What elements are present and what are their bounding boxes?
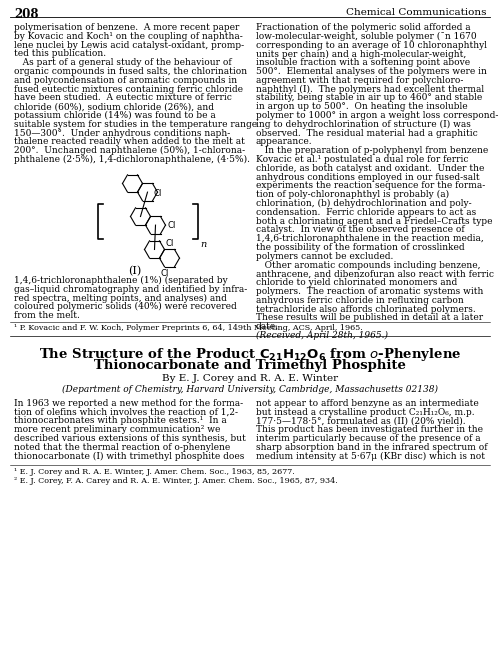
Text: Fractionation of the polymeric solid afforded a: Fractionation of the polymeric solid aff…	[256, 23, 470, 32]
Text: In 1963 we reported a new method for the forma-: In 1963 we reported a new method for the…	[14, 399, 243, 408]
Text: 208: 208	[14, 8, 38, 21]
Text: and polycondensation of aromatic compounds in: and polycondensation of aromatic compoun…	[14, 76, 237, 84]
Text: (I): (I)	[128, 266, 141, 276]
Text: ing to dehydrochlorination of structure (I) was: ing to dehydrochlorination of structure …	[256, 120, 471, 129]
Text: chlorination, (b) dehydrochlorination and poly-: chlorination, (b) dehydrochlorination an…	[256, 199, 472, 208]
Text: red spectra, melting points, and analyses) and: red spectra, melting points, and analyse…	[14, 293, 227, 303]
Text: in argon up to 500°.  On heating the insoluble: in argon up to 500°. On heating the inso…	[256, 102, 468, 111]
Text: fused eutectic mixtures containing ferric chloride: fused eutectic mixtures containing ferri…	[14, 84, 243, 94]
Text: lene nuclei by Lewis acid catalyst-oxidant, promp-: lene nuclei by Lewis acid catalyst-oxida…	[14, 41, 244, 50]
Text: chloride to yield chlorinated monomers and: chloride to yield chlorinated monomers a…	[256, 278, 457, 287]
Text: stability, being stable in air up to 460° and stable: stability, being stable in air up to 460…	[256, 94, 482, 102]
Text: agreement with that required for polychloro-: agreement with that required for polychl…	[256, 76, 464, 84]
Text: 200°.  Unchanged naphthalene (50%), 1-chlorona-: 200°. Unchanged naphthalene (50%), 1-chl…	[14, 146, 245, 155]
Text: thalene reacted readily when added to the melt at: thalene reacted readily when added to th…	[14, 138, 245, 147]
Text: Thionocarbonate and Trimethyl Phosphite: Thionocarbonate and Trimethyl Phosphite	[94, 359, 406, 372]
Text: 150—300°.  Under anhydrous conditions naph-: 150—300°. Under anhydrous conditions nap…	[14, 128, 230, 138]
Text: 500°.  Elemental analyses of the polymers were in: 500°. Elemental analyses of the polymers…	[256, 67, 487, 76]
Text: ¹ P. Kovacic and F. W. Koch, Polymer Preprints 6, 64, 149th Meeting, ACS, April,: ¹ P. Kovacic and F. W. Koch, Polymer Pre…	[14, 324, 363, 332]
Text: chloride, as both catalyst and oxidant.  Under the: chloride, as both catalyst and oxidant. …	[256, 164, 484, 173]
Text: but instead a crystalline product C₂₁H₁₂O₆, m.p.: but instead a crystalline product C₂₁H₁₂…	[256, 407, 474, 417]
Text: This product has been investigated further in the: This product has been investigated furth…	[256, 425, 483, 434]
Text: By E. J. Corey and R. A. E. Winter: By E. J. Corey and R. A. E. Winter	[162, 374, 338, 383]
Text: chloride (60%), sodium chloride (26%), and: chloride (60%), sodium chloride (26%), a…	[14, 102, 214, 111]
Text: sharp absorption band in the infrared spectrum of: sharp absorption band in the infrared sp…	[256, 443, 488, 452]
Text: units per chain) and a high-molecular-weight,: units per chain) and a high-molecular-we…	[256, 49, 466, 58]
Text: n: n	[200, 240, 206, 249]
Text: Kovacic et al.¹ postulated a dual role for ferric: Kovacic et al.¹ postulated a dual role f…	[256, 155, 468, 164]
Text: catalyst.  In view of the observed presence of: catalyst. In view of the observed presen…	[256, 225, 464, 234]
Text: have been studied.  A eutectic mixture of ferric: have been studied. A eutectic mixture of…	[14, 94, 232, 102]
Text: corresponding to an average of 10 chloronaphthyl: corresponding to an average of 10 chloro…	[256, 41, 487, 50]
Text: condensation.  Ferric chloride appears to act as: condensation. Ferric chloride appears to…	[256, 208, 476, 217]
Text: more recent preliminary communication² we: more recent preliminary communication² w…	[14, 425, 220, 434]
Text: noted that the thermal reaction of o-phenylene: noted that the thermal reaction of o-phe…	[14, 443, 230, 452]
Text: tion of olefins which involves the reaction of 1,2-: tion of olefins which involves the react…	[14, 407, 238, 417]
Text: ¹ E. J. Corey and R. A. E. Winter, J. Amer. Chem. Soc., 1963, 85, 2677.: ¹ E. J. Corey and R. A. E. Winter, J. Am…	[14, 468, 295, 476]
Text: ² E. J. Corey, F. A. Carey and R. A. E. Winter, J. Amer. Chem. Soc., 1965, 87, 9: ² E. J. Corey, F. A. Carey and R. A. E. …	[14, 477, 338, 485]
Text: In the preparation of p-polyphenyl from benzene: In the preparation of p-polyphenyl from …	[256, 146, 488, 155]
Text: observed.  The residual material had a graphitic: observed. The residual material had a gr…	[256, 128, 478, 138]
Text: the possibility of the formation of crosslinked: the possibility of the formation of cros…	[256, 243, 464, 252]
Text: 1,4,6-trichloronaphthalene (1%) (separated by: 1,4,6-trichloronaphthalene (1%) (separat…	[14, 276, 228, 285]
Text: polymerisation of benzene.  A more recent paper: polymerisation of benzene. A more recent…	[14, 23, 239, 32]
Text: Cl: Cl	[166, 240, 174, 248]
Text: ted this publication.: ted this publication.	[14, 49, 106, 58]
Text: coloured polymeric solids (40%) were recovered: coloured polymeric solids (40%) were rec…	[14, 302, 237, 311]
Text: The Structure of the Product $\mathbf{C_{21}H_{12}O_6}$ from $\mathbf{\it{o}}$-P: The Structure of the Product $\mathbf{C_…	[39, 346, 461, 363]
Text: organic compounds in fused salts, the chlorination: organic compounds in fused salts, the ch…	[14, 67, 247, 76]
Text: described various extensions of this synthesis, but: described various extensions of this syn…	[14, 434, 246, 443]
Text: not appear to afford benzyne as an intermediate: not appear to afford benzyne as an inter…	[256, 399, 479, 408]
Text: 1,4,6-trichloronaphthalene in the reaction media,: 1,4,6-trichloronaphthalene in the reacti…	[256, 234, 484, 243]
Text: polymer to 1000° in argon a weight loss correspond-: polymer to 1000° in argon a weight loss …	[256, 111, 498, 120]
Text: experiments the reaction sequence for the forma-: experiments the reaction sequence for th…	[256, 181, 485, 191]
Text: Other aromatic compounds including benzene,: Other aromatic compounds including benze…	[256, 261, 480, 270]
Text: 177·5—178·5°, formulated as (II) (20% yield).: 177·5—178·5°, formulated as (II) (20% yi…	[256, 417, 466, 426]
Text: gas–liquid chromatography and identified by infra-: gas–liquid chromatography and identified…	[14, 285, 247, 293]
Text: potassium chloride (14%) was found to be a: potassium chloride (14%) was found to be…	[14, 111, 216, 120]
Text: suitable system for studies in the temperature range: suitable system for studies in the tempe…	[14, 120, 257, 129]
Text: thionocarbonate (I) with trimethyl phosphite does: thionocarbonate (I) with trimethyl phosp…	[14, 451, 244, 460]
Text: Cl: Cl	[168, 221, 176, 230]
Text: appearance.: appearance.	[256, 138, 312, 147]
Text: naphthyl (I).  The polymers had excellent thermal: naphthyl (I). The polymers had excellent…	[256, 84, 484, 94]
Text: anhydrous conditions employed in our fused-salt: anhydrous conditions employed in our fus…	[256, 173, 480, 181]
Text: anhydrous ferric chloride in refluxing carbon: anhydrous ferric chloride in refluxing c…	[256, 296, 464, 305]
Text: phthalene (2·5%), 1,4-dichloronaphthalene, (4·5%).: phthalene (2·5%), 1,4-dichloronaphthalen…	[14, 155, 250, 164]
Text: Chemical Communications: Chemical Communications	[346, 8, 486, 17]
Text: interim particularly because of the presence of a: interim particularly because of the pres…	[256, 434, 480, 443]
Text: insoluble fraction with a softening point above: insoluble fraction with a softening poin…	[256, 58, 470, 67]
Text: (Department of Chemistry, Harvard University, Cambridge, Massachusetts 02138): (Department of Chemistry, Harvard Univer…	[62, 384, 438, 394]
Text: thionocarbonates with phosphite esters.¹  In a: thionocarbonates with phosphite esters.¹…	[14, 417, 227, 425]
Text: by Kovacic and Koch¹ on the coupling of naphtha-: by Kovacic and Koch¹ on the coupling of …	[14, 32, 243, 41]
Text: date.: date.	[256, 322, 279, 331]
Text: As part of a general study of the behaviour of: As part of a general study of the behavi…	[14, 58, 232, 67]
Text: polymers.  The reaction of aromatic systems with: polymers. The reaction of aromatic syste…	[256, 287, 484, 296]
Text: medium intensity at 5·67μ (KBr disc) which is not: medium intensity at 5·67μ (KBr disc) whi…	[256, 451, 485, 460]
Text: Cl: Cl	[160, 269, 168, 278]
Text: tetrachloride also affords chlorinated polymers.: tetrachloride also affords chlorinated p…	[256, 305, 476, 314]
Text: anthracene, and dibenzofuran also react with ferric: anthracene, and dibenzofuran also react …	[256, 269, 494, 278]
Text: from the melt.: from the melt.	[14, 311, 80, 320]
Text: These results will be published in detail at a later: These results will be published in detai…	[256, 313, 483, 322]
Text: Cl: Cl	[154, 189, 162, 198]
Text: polymers cannot be excluded.: polymers cannot be excluded.	[256, 252, 394, 261]
Text: tion of poly-chloronaphthyl is probably (a): tion of poly-chloronaphthyl is probably …	[256, 190, 449, 199]
Text: low-molecular-weight, soluble polymer (¯n 1670: low-molecular-weight, soluble polymer (¯…	[256, 32, 476, 41]
Text: both a chlorinating agent and a Friedel–Crafts type: both a chlorinating agent and a Friedel–…	[256, 217, 492, 225]
Text: (Received, April 28th, 1965.): (Received, April 28th, 1965.)	[256, 331, 388, 340]
